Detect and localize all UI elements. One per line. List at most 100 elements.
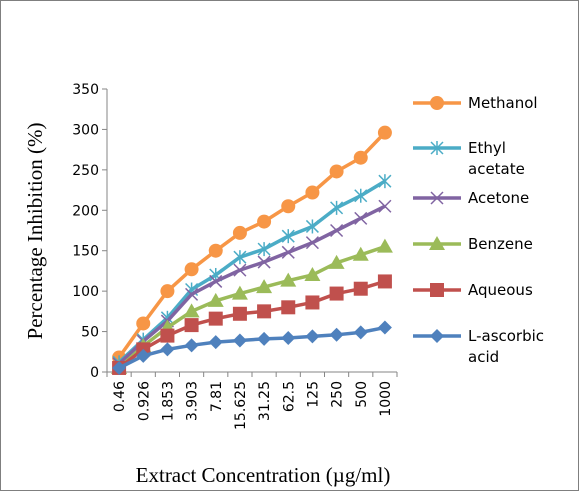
data-point-l-ascorbic-acid-shape [136,348,151,363]
legend-marker-l-ascorbic-acid [430,329,444,343]
legend-item-acetone: Acetone [413,189,529,207]
legend-label: Acetone [468,189,529,207]
legend-item-methanol: Methanol [413,94,538,112]
data-point-benzene-shape [280,272,297,287]
data-point-methanol [281,199,296,214]
data-point-l-ascorbic-acid-shape [305,329,320,344]
data-point-benzene [352,246,369,261]
data-point-aqueous [329,286,344,301]
data-point-acetone [209,274,223,288]
y-tick-label: 300 [72,122,99,138]
data-point-l-ascorbic-acid-shape [281,331,296,346]
legend-label: L-ascorbic [468,327,544,345]
data-point-acetone-stroke [281,245,295,259]
data-point-l-ascorbic-acid [184,338,199,353]
legend-marker-aqueous-shape [430,283,444,297]
data-point-ethyl-acetate [330,200,344,215]
data-point-l-ascorbic-acid [112,360,127,375]
y-tick-label: 200 [72,203,99,219]
data-point-acetone-stroke [209,274,223,288]
data-point-methanol [257,214,272,229]
data-point-methanol [208,243,223,258]
x-tick-label: 62.5 [281,381,297,412]
legend-marker-methanol [430,96,444,110]
data-point-l-ascorbic-acid-shape [329,327,344,342]
x-tick-label: 250 [330,381,346,408]
data-point-aqueous-shape [160,328,175,343]
legend-label: Ethyl [468,139,506,157]
data-point-acetone [305,236,319,250]
x-tick-label: 31.25 [257,381,273,421]
legend-marker-acetone-stroke [430,191,444,205]
x-tick-label: 0.926 [136,381,152,421]
legend-item-aqueous: Aqueous [413,281,533,299]
data-point-benzene-shape [183,303,200,318]
data-point-l-ascorbic-acid [232,333,247,348]
data-point-l-ascorbic-acid-shape [232,333,247,348]
x-axis-title: Extract Concentration (µg/ml) [136,463,391,487]
data-point-methanol-shape [329,164,344,179]
data-point-aqueous-shape [281,300,296,315]
y-tick-label: 100 [72,284,99,300]
data-point-acetone [185,287,199,301]
legend-marker-benzene [429,236,445,250]
data-point-ethyl-acetate [281,229,295,244]
data-point-aqueous-shape [377,274,392,289]
data-point-acetone [257,255,271,269]
data-point-l-ascorbic-acid [305,329,320,344]
x-tick-label: 1.853 [160,381,176,421]
data-point-l-ascorbic-acid-shape [160,342,175,357]
data-point-l-ascorbic-acid [377,320,392,335]
data-point-l-ascorbic-acid [160,342,175,357]
data-point-methanol [305,185,320,200]
data-point-l-ascorbic-acid [281,331,296,346]
data-point-acetone-stroke [233,263,247,277]
data-point-methanol-shape [353,150,368,165]
legend-label: acid [468,348,499,366]
data-point-methanol-shape [184,262,199,277]
data-point-methanol [136,316,151,331]
data-point-aqueous [208,311,223,326]
axes: 0 50 100 150 200 250 300 350 0.46 0.926 1.853 3.903… [72,82,398,430]
data-point-ethyl-acetate [378,174,392,189]
data-point-benzene [304,266,321,281]
data-point-l-ascorbic-acid-shape [377,320,392,335]
y-tick-label: 0 [90,365,99,381]
data-point-benzene-shape [231,285,248,300]
data-point-methanol [329,164,344,179]
legend-item-benzene: Benzene [413,235,533,253]
data-point-methanol [232,225,247,240]
data-point-l-ascorbic-acid [353,325,368,340]
data-point-methanol [184,262,199,277]
data-point-benzene [328,254,345,269]
data-point-acetone-stroke [305,236,319,250]
data-point-benzene-shape [328,254,345,269]
legend: Methanol Ethyl acetate Acetone Benzene Aqueou… [413,94,544,366]
series-l-ascorbic-acid [112,320,392,375]
legend-marker-methanol-shape [430,96,444,110]
data-point-l-ascorbic-acid-shape [353,325,368,340]
legend-item-l-ascorbic-acid: L-ascorbic acid [413,327,544,366]
data-point-aqueous [281,300,296,315]
data-point-ethyl-acetate [233,250,247,265]
data-point-benzene [280,272,297,287]
data-point-acetone-stroke [330,223,344,238]
y-tick-label: 150 [72,244,99,260]
data-point-l-ascorbic-acid-shape [208,335,223,350]
data-point-benzene [207,292,224,307]
data-point-aqueous [232,306,247,321]
data-point-benzene-shape [352,246,369,261]
data-point-l-ascorbic-acid-shape [257,331,272,346]
data-point-acetone-stroke [378,199,392,213]
data-point-acetone [378,199,392,213]
data-point-methanol-shape [208,243,223,258]
data-point-acetone [354,211,368,225]
data-point-l-ascorbic-acid [329,327,344,342]
data-point-acetone [233,263,247,277]
data-point-aqueous-shape [329,286,344,301]
legend-marker-benzene-shape [429,236,445,250]
data-point-methanol-shape [281,199,296,214]
legend-marker-l-ascorbic-acid-shape [430,329,444,343]
